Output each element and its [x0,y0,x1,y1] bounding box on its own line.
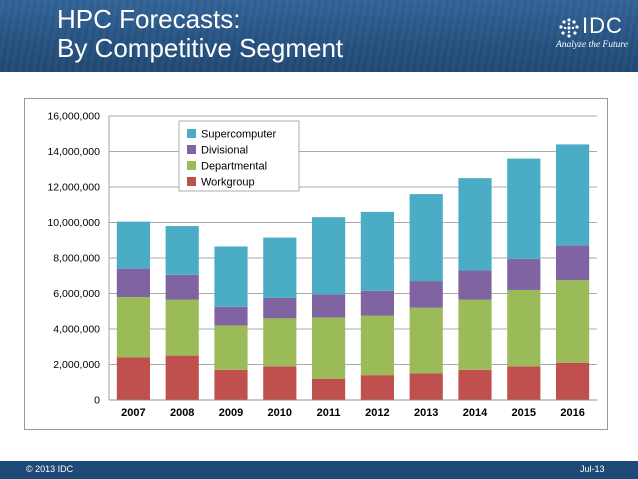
bar-supercomputer-2013 [409,194,443,282]
bar-divisional-2014 [458,270,492,300]
x-tick-label: 2009 [219,407,243,419]
y-tick-label: 0 [94,395,100,407]
bar-workgroup-2014 [458,369,492,400]
x-tick-label: 2016 [560,407,584,419]
bar-divisional-2010 [263,297,297,319]
legend-label-departmental: Departmental [201,161,267,173]
bar-departmental-2009 [214,325,248,370]
bar-divisional-2015 [507,258,541,290]
x-tick-label: 2014 [463,407,488,419]
y-tick-label: 8,000,000 [53,253,100,265]
legend-label-divisional: Divisional [201,145,248,157]
bar-supercomputer-2008 [165,226,199,275]
legend-label-workgroup: Workgroup [201,177,255,189]
legend-swatch-departmental [187,161,196,170]
bar-divisional-2011 [312,294,346,318]
y-tick-label: 4,000,000 [53,324,100,336]
bar-departmental-2007 [116,297,150,358]
bar-departmental-2013 [409,307,443,374]
y-tick-label: 6,000,000 [53,288,100,300]
x-tick-label: 2012 [365,407,389,419]
slide-header: HPC Forecasts: By Competitive Segment ID… [0,0,638,72]
bar-departmental-2010 [263,318,297,367]
bar-departmental-2014 [458,299,492,370]
bar-supercomputer-2014 [458,178,492,271]
bar-workgroup-2012 [360,375,394,400]
bar-departmental-2011 [312,317,346,379]
logo-name: IDC [582,13,623,38]
header-texture [0,0,638,72]
slide-title-line-1: HPC Forecasts: [57,4,241,34]
globe-icon [559,18,579,38]
bar-departmental-2016 [556,280,590,363]
bar-divisional-2007 [116,268,150,298]
slide-footer: © 2013 IDC Jul-13 [0,461,638,479]
bar-workgroup-2008 [165,355,199,400]
footer-copyright: © 2013 IDC [26,464,74,474]
bar-workgroup-2013 [409,373,443,400]
bar-workgroup-2007 [116,357,150,400]
bar-workgroup-2016 [556,362,590,400]
x-tick-label: 2008 [170,407,194,419]
idc-logo: IDC Analyze the Future [552,14,632,54]
y-tick-label: 16,000,000 [47,111,100,123]
bar-divisional-2008 [165,274,199,300]
y-tick-label: 14,000,000 [47,146,100,158]
bar-supercomputer-2012 [360,211,394,291]
logo-tagline: Analyze the Future [556,40,628,50]
x-tick-label: 2013 [414,407,438,419]
bar-divisional-2009 [214,306,248,326]
chart-area: 0 2,000,000 4,000,000 6,000,000 8,000,000 10,… [24,98,608,430]
bar-supercomputer-2011 [312,217,346,295]
legend-swatch-divisional [187,145,196,154]
bar-divisional-2016 [556,245,590,281]
bar-divisional-2013 [409,281,443,308]
bar-supercomputer-2010 [263,237,297,298]
bar-departmental-2012 [360,315,394,376]
bar-departmental-2008 [165,299,199,356]
y-tick-label: 2,000,000 [53,359,100,371]
bar-workgroup-2010 [263,366,297,400]
bar-departmental-2015 [507,289,541,367]
bar-divisional-2012 [360,290,394,316]
slide-title-line-2: By Competitive Segment [57,33,344,63]
x-tick-label: 2011 [317,407,341,419]
bar-workgroup-2015 [507,366,541,400]
bar-supercomputer-2009 [214,246,248,307]
bar-supercomputer-2007 [116,221,150,269]
bar-supercomputer-2015 [507,158,541,259]
bar-workgroup-2009 [214,369,248,400]
legend-box [178,120,300,192]
legend-swatch-workgroup [187,177,196,186]
stacked-bar-chart: 0 2,000,000 4,000,000 6,000,000 8,000,000 10,… [47,111,597,419]
x-tick-label: 2010 [268,407,292,419]
x-tick-label: 2007 [121,407,145,419]
legend-label-supercomputer: Supercomputer [201,129,277,141]
bar-supercomputer-2016 [556,144,590,246]
x-tick-label: 2015 [512,407,536,419]
bar-workgroup-2011 [312,378,346,400]
legend-swatch-supercomputer [187,129,196,138]
y-tick-label: 10,000,000 [47,217,100,229]
y-tick-label: 12,000,000 [47,182,100,194]
footer-date: Jul-13 [580,464,605,474]
